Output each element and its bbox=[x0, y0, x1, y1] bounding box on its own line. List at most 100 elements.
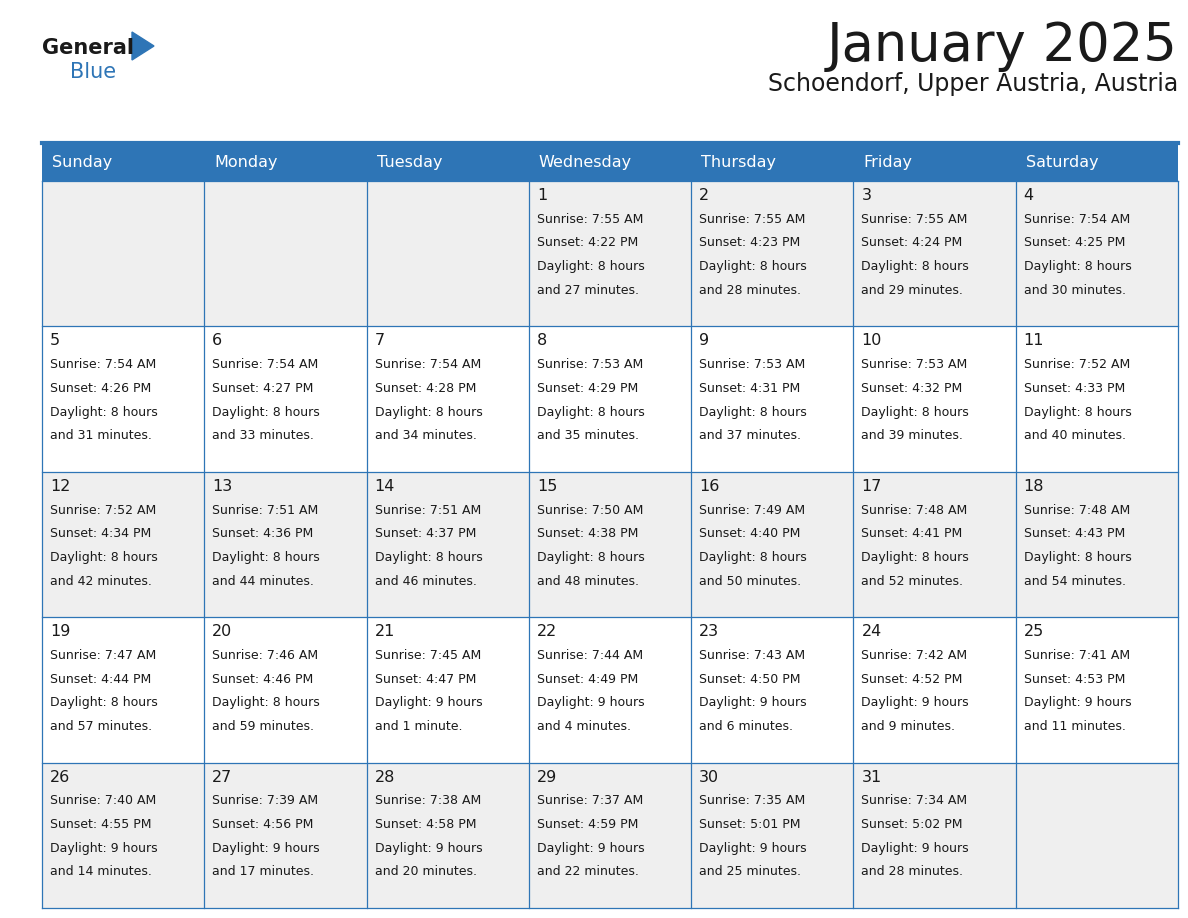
Text: and 6 minutes.: and 6 minutes. bbox=[700, 720, 794, 733]
Bar bbox=[691, 617, 853, 763]
Text: Daylight: 9 hours: Daylight: 9 hours bbox=[374, 842, 482, 855]
Text: 31: 31 bbox=[861, 769, 881, 785]
Text: Daylight: 8 hours: Daylight: 8 hours bbox=[213, 551, 320, 564]
Bar bbox=[691, 181, 853, 327]
Text: Sunset: 4:58 PM: Sunset: 4:58 PM bbox=[374, 818, 476, 831]
Text: Sunrise: 7:53 AM: Sunrise: 7:53 AM bbox=[700, 358, 805, 371]
Text: Sunrise: 7:48 AM: Sunrise: 7:48 AM bbox=[1024, 504, 1130, 517]
Text: Daylight: 9 hours: Daylight: 9 hours bbox=[213, 842, 320, 855]
Text: Daylight: 8 hours: Daylight: 8 hours bbox=[50, 406, 158, 419]
Text: 12: 12 bbox=[50, 479, 70, 494]
Text: Sunrise: 7:53 AM: Sunrise: 7:53 AM bbox=[861, 358, 968, 371]
Text: Sunrise: 7:52 AM: Sunrise: 7:52 AM bbox=[1024, 358, 1130, 371]
Text: Sunrise: 7:37 AM: Sunrise: 7:37 AM bbox=[537, 794, 643, 808]
Text: Friday: Friday bbox=[864, 155, 912, 171]
Text: Sunset: 5:01 PM: Sunset: 5:01 PM bbox=[700, 818, 801, 831]
Bar bbox=[204, 763, 367, 908]
Bar bbox=[1016, 472, 1178, 617]
Bar bbox=[529, 327, 691, 472]
Text: and 35 minutes.: and 35 minutes. bbox=[537, 430, 639, 442]
Bar bbox=[367, 763, 529, 908]
Text: and 50 minutes.: and 50 minutes. bbox=[700, 575, 801, 588]
Text: and 11 minutes.: and 11 minutes. bbox=[1024, 720, 1125, 733]
Bar bbox=[529, 145, 691, 181]
Text: Daylight: 8 hours: Daylight: 8 hours bbox=[1024, 406, 1131, 419]
Text: Sunset: 4:36 PM: Sunset: 4:36 PM bbox=[213, 527, 314, 541]
Text: Daylight: 8 hours: Daylight: 8 hours bbox=[1024, 551, 1131, 564]
Text: and 34 minutes.: and 34 minutes. bbox=[374, 430, 476, 442]
Text: 11: 11 bbox=[1024, 333, 1044, 349]
Bar bbox=[367, 327, 529, 472]
Text: Monday: Monday bbox=[214, 155, 278, 171]
Text: 22: 22 bbox=[537, 624, 557, 639]
Text: Sunrise: 7:34 AM: Sunrise: 7:34 AM bbox=[861, 794, 967, 808]
Text: Sunrise: 7:54 AM: Sunrise: 7:54 AM bbox=[50, 358, 157, 371]
Bar bbox=[204, 181, 367, 327]
Text: 8: 8 bbox=[537, 333, 548, 349]
Bar bbox=[529, 472, 691, 617]
Text: Sunset: 4:37 PM: Sunset: 4:37 PM bbox=[374, 527, 476, 541]
Text: 23: 23 bbox=[700, 624, 719, 639]
Text: Sunset: 4:29 PM: Sunset: 4:29 PM bbox=[537, 382, 638, 395]
Text: Sunset: 4:25 PM: Sunset: 4:25 PM bbox=[1024, 237, 1125, 250]
Text: Sunset: 4:32 PM: Sunset: 4:32 PM bbox=[861, 382, 962, 395]
Text: and 40 minutes.: and 40 minutes. bbox=[1024, 430, 1126, 442]
Text: 4: 4 bbox=[1024, 188, 1034, 203]
Text: 20: 20 bbox=[213, 624, 233, 639]
Bar bbox=[691, 763, 853, 908]
Text: Sunset: 4:52 PM: Sunset: 4:52 PM bbox=[861, 673, 962, 686]
Bar bbox=[529, 181, 691, 327]
Text: Daylight: 9 hours: Daylight: 9 hours bbox=[861, 697, 969, 710]
Text: 5: 5 bbox=[50, 333, 61, 349]
Text: Sunset: 4:40 PM: Sunset: 4:40 PM bbox=[700, 527, 801, 541]
Text: Tuesday: Tuesday bbox=[377, 155, 442, 171]
Text: Sunrise: 7:51 AM: Sunrise: 7:51 AM bbox=[213, 504, 318, 517]
Text: Sunset: 4:31 PM: Sunset: 4:31 PM bbox=[700, 382, 801, 395]
Text: 28: 28 bbox=[374, 769, 394, 785]
Text: Sunrise: 7:44 AM: Sunrise: 7:44 AM bbox=[537, 649, 643, 662]
Bar bbox=[691, 472, 853, 617]
Text: and 30 minutes.: and 30 minutes. bbox=[1024, 284, 1126, 297]
Text: Daylight: 9 hours: Daylight: 9 hours bbox=[537, 697, 644, 710]
Text: Daylight: 8 hours: Daylight: 8 hours bbox=[374, 406, 482, 419]
Text: Daylight: 8 hours: Daylight: 8 hours bbox=[537, 260, 645, 274]
Text: Daylight: 8 hours: Daylight: 8 hours bbox=[861, 551, 969, 564]
Text: Daylight: 8 hours: Daylight: 8 hours bbox=[50, 551, 158, 564]
Text: January 2025: January 2025 bbox=[827, 20, 1178, 72]
Bar bbox=[853, 763, 1016, 908]
Text: 27: 27 bbox=[213, 769, 233, 785]
Text: and 54 minutes.: and 54 minutes. bbox=[1024, 575, 1126, 588]
Bar bbox=[1016, 617, 1178, 763]
Text: and 14 minutes.: and 14 minutes. bbox=[50, 866, 152, 879]
Text: 15: 15 bbox=[537, 479, 557, 494]
Bar bbox=[204, 617, 367, 763]
Text: Sunrise: 7:51 AM: Sunrise: 7:51 AM bbox=[374, 504, 481, 517]
Text: Sunset: 4:43 PM: Sunset: 4:43 PM bbox=[1024, 527, 1125, 541]
Text: and 59 minutes.: and 59 minutes. bbox=[213, 720, 315, 733]
Text: and 29 minutes.: and 29 minutes. bbox=[861, 284, 963, 297]
Text: Sunrise: 7:39 AM: Sunrise: 7:39 AM bbox=[213, 794, 318, 808]
Text: Daylight: 8 hours: Daylight: 8 hours bbox=[213, 406, 320, 419]
Text: Daylight: 8 hours: Daylight: 8 hours bbox=[700, 551, 807, 564]
Bar bbox=[204, 327, 367, 472]
Text: 18: 18 bbox=[1024, 479, 1044, 494]
Bar bbox=[691, 145, 853, 181]
Text: Daylight: 9 hours: Daylight: 9 hours bbox=[700, 697, 807, 710]
Text: Sunrise: 7:48 AM: Sunrise: 7:48 AM bbox=[861, 504, 968, 517]
Bar bbox=[367, 181, 529, 327]
Text: and 33 minutes.: and 33 minutes. bbox=[213, 430, 314, 442]
Bar bbox=[42, 327, 204, 472]
Bar bbox=[529, 763, 691, 908]
Text: and 22 minutes.: and 22 minutes. bbox=[537, 866, 639, 879]
Bar bbox=[853, 181, 1016, 327]
Text: 9: 9 bbox=[700, 333, 709, 349]
Text: 29: 29 bbox=[537, 769, 557, 785]
Text: 2: 2 bbox=[700, 188, 709, 203]
Text: Sunrise: 7:53 AM: Sunrise: 7:53 AM bbox=[537, 358, 643, 371]
Text: Sunset: 4:38 PM: Sunset: 4:38 PM bbox=[537, 527, 638, 541]
Text: Blue: Blue bbox=[70, 62, 116, 82]
Text: Sunset: 4:46 PM: Sunset: 4:46 PM bbox=[213, 673, 314, 686]
Text: and 25 minutes.: and 25 minutes. bbox=[700, 866, 801, 879]
Text: Wednesday: Wednesday bbox=[539, 155, 632, 171]
Text: Sunset: 4:49 PM: Sunset: 4:49 PM bbox=[537, 673, 638, 686]
